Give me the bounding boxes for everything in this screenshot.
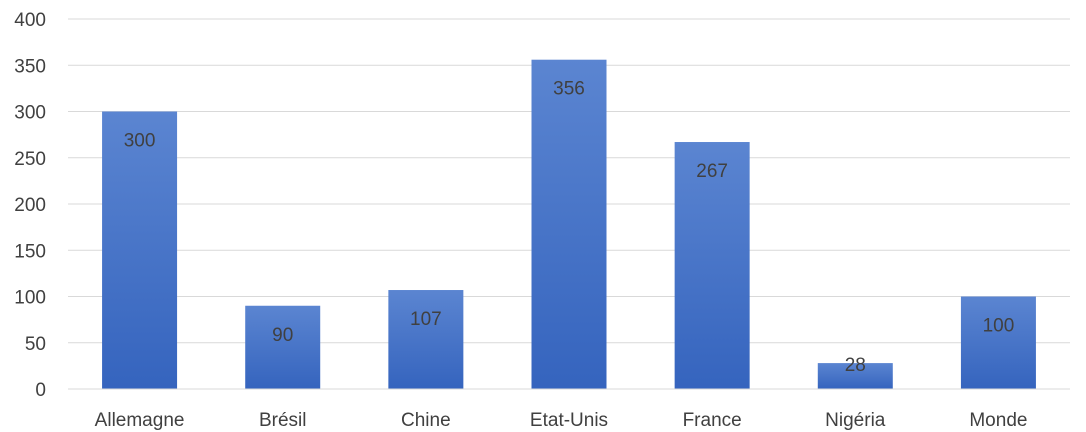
- data-label: 28: [845, 355, 866, 376]
- x-tick-label: Etat-Unis: [530, 410, 608, 431]
- data-label: 300: [124, 131, 156, 152]
- y-axis-tick-labels: 0 50 100 150 200 250 300 350 400: [14, 10, 46, 401]
- y-tick-label: 400: [14, 10, 46, 31]
- data-label: 100: [983, 316, 1015, 337]
- y-tick-label: 300: [14, 103, 46, 124]
- x-tick-label: Chine: [401, 410, 451, 431]
- y-tick-label: 100: [14, 288, 46, 309]
- bar-france: [674, 142, 750, 389]
- y-tick-label: 200: [14, 195, 46, 216]
- x-tick-label: Brésil: [259, 410, 307, 431]
- y-tick-label: 350: [14, 56, 46, 77]
- bar-nigéria: [817, 363, 893, 389]
- y-tick-label: 150: [14, 241, 46, 262]
- data-label: 90: [272, 325, 293, 346]
- bars: [102, 59, 1036, 389]
- bar-brésil: [245, 305, 321, 389]
- bar-allemagne: [102, 111, 178, 389]
- x-tick-label: Allemagne: [95, 410, 185, 431]
- y-tick-label: 50: [25, 334, 46, 355]
- bar-monde: [960, 296, 1036, 389]
- data-label: 107: [410, 309, 442, 330]
- y-tick-label: 250: [14, 149, 46, 170]
- x-axis-tick-labels: Allemagne Brésil Chine Etat-Unis France Nigér…: [95, 410, 1028, 431]
- bar-etat-unis: [531, 59, 607, 389]
- y-tick-label: 0: [35, 380, 46, 401]
- data-label: 267: [696, 161, 728, 182]
- x-tick-label: Monde: [969, 410, 1027, 431]
- x-tick-label: Nigéria: [825, 410, 886, 431]
- bar-chine: [388, 290, 464, 389]
- data-label: 356: [553, 79, 585, 100]
- data-labels: 300 90 107 356 267 28 100: [124, 79, 1015, 376]
- x-tick-label: France: [683, 410, 742, 431]
